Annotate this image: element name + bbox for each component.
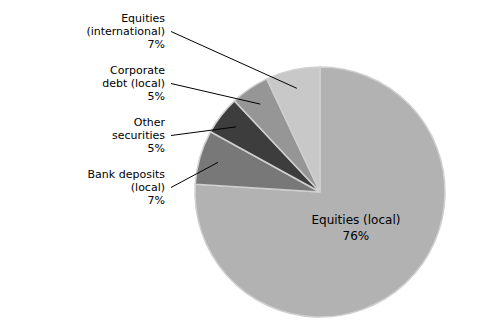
leader-line [171,84,260,105]
data-label: 5% [148,90,165,103]
labels: Equities (local) 76% Equities(internationa… [86,12,400,243]
chart: Equities (local) 76% Equities(internationa… [0,0,500,334]
slice-name: Corporatedebt (local) [102,64,165,90]
leader-line [171,32,297,89]
slice-name: Equities(international) [86,12,165,38]
slice-name: Othersecurities [112,116,165,142]
data-label: 7% [148,38,165,51]
wedges [195,67,445,317]
pie-slice [195,67,445,317]
leader-line [171,127,236,136]
pie-slice [267,67,320,192]
slice-name: Equities (local) [311,213,400,227]
data-label: 76% [343,229,370,243]
leader-line [171,162,218,187]
data-label: 7% [148,194,165,207]
slice-name: Bank deposits(local) [88,168,166,194]
data-label: 5% [148,142,165,155]
